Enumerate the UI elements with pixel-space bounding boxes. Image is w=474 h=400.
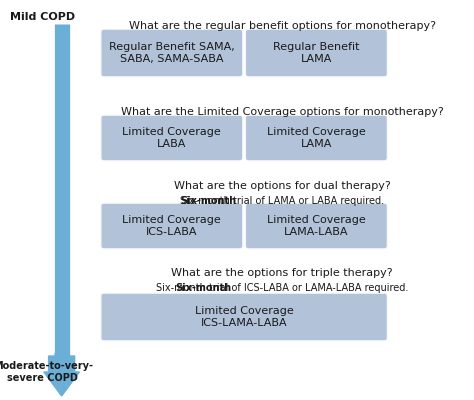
FancyBboxPatch shape	[245, 29, 388, 77]
FancyBboxPatch shape	[245, 203, 388, 249]
FancyBboxPatch shape	[100, 29, 243, 77]
Text: Limited Coverage
LABA: Limited Coverage LABA	[122, 127, 221, 149]
FancyBboxPatch shape	[100, 293, 388, 341]
Text: Limited Coverage
LAMA-LABA: Limited Coverage LAMA-LABA	[267, 215, 366, 237]
Text: What are the options for triple therapy?: What are the options for triple therapy?	[171, 268, 393, 278]
Text: Regular Benefit SAMA,
SABA, SAMA-SABA: Regular Benefit SAMA, SABA, SAMA-SABA	[109, 42, 235, 64]
Text: Six-month: Six-month	[180, 196, 237, 206]
Text: Six-month: Six-month	[175, 283, 231, 293]
Text: Six-month trial of ICS-LABA or LAMA-LABA required.: Six-month trial of ICS-LABA or LAMA-LABA…	[156, 283, 408, 293]
Text: Regular Benefit
LAMA: Regular Benefit LAMA	[273, 42, 360, 64]
Text: What are the Limited Coverage options for monotherapy?: What are the Limited Coverage options fo…	[121, 107, 443, 117]
Text: Limited Coverage
ICS-LABA: Limited Coverage ICS-LABA	[122, 215, 221, 237]
Text: What are the options for dual therapy?: What are the options for dual therapy?	[173, 181, 391, 191]
FancyBboxPatch shape	[245, 115, 388, 161]
Text: Mild COPD: Mild COPD	[10, 12, 75, 22]
FancyArrow shape	[44, 356, 80, 396]
FancyBboxPatch shape	[100, 115, 243, 161]
Text: Six-month trial of LAMA or LABA required.: Six-month trial of LAMA or LABA required…	[180, 196, 384, 206]
Text: What are the regular benefit options for monotherapy?: What are the regular benefit options for…	[128, 21, 436, 31]
Text: Moderate-to-very-
severe COPD: Moderate-to-very- severe COPD	[0, 361, 92, 383]
Text: Limited Coverage
ICS-LAMA-LABA: Limited Coverage ICS-LAMA-LABA	[195, 306, 293, 328]
FancyBboxPatch shape	[100, 203, 243, 249]
Text: Limited Coverage
LAMA: Limited Coverage LAMA	[267, 127, 366, 149]
